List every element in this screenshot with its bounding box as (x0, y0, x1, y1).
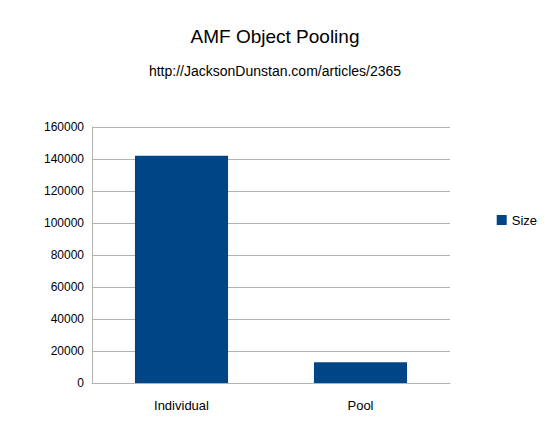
svg-text:20000: 20000 (51, 344, 85, 358)
svg-text:140000: 140000 (44, 152, 84, 166)
svg-text:120000: 120000 (44, 184, 84, 198)
svg-text:Individual: Individual (154, 398, 209, 413)
svg-text:Size: Size (512, 213, 537, 228)
svg-text:AMF Object Pooling: AMF Object Pooling (191, 26, 360, 47)
svg-text:40000: 40000 (51, 312, 85, 326)
svg-text:100000: 100000 (44, 216, 84, 230)
svg-text:60000: 60000 (51, 280, 85, 294)
svg-text:http://JacksonDunstan.com/arti: http://JacksonDunstan.com/articles/2365 (149, 63, 401, 79)
svg-text:0: 0 (77, 376, 84, 390)
svg-text:160000: 160000 (44, 120, 84, 134)
svg-text:80000: 80000 (51, 248, 85, 262)
svg-text:Pool: Pool (347, 398, 373, 413)
